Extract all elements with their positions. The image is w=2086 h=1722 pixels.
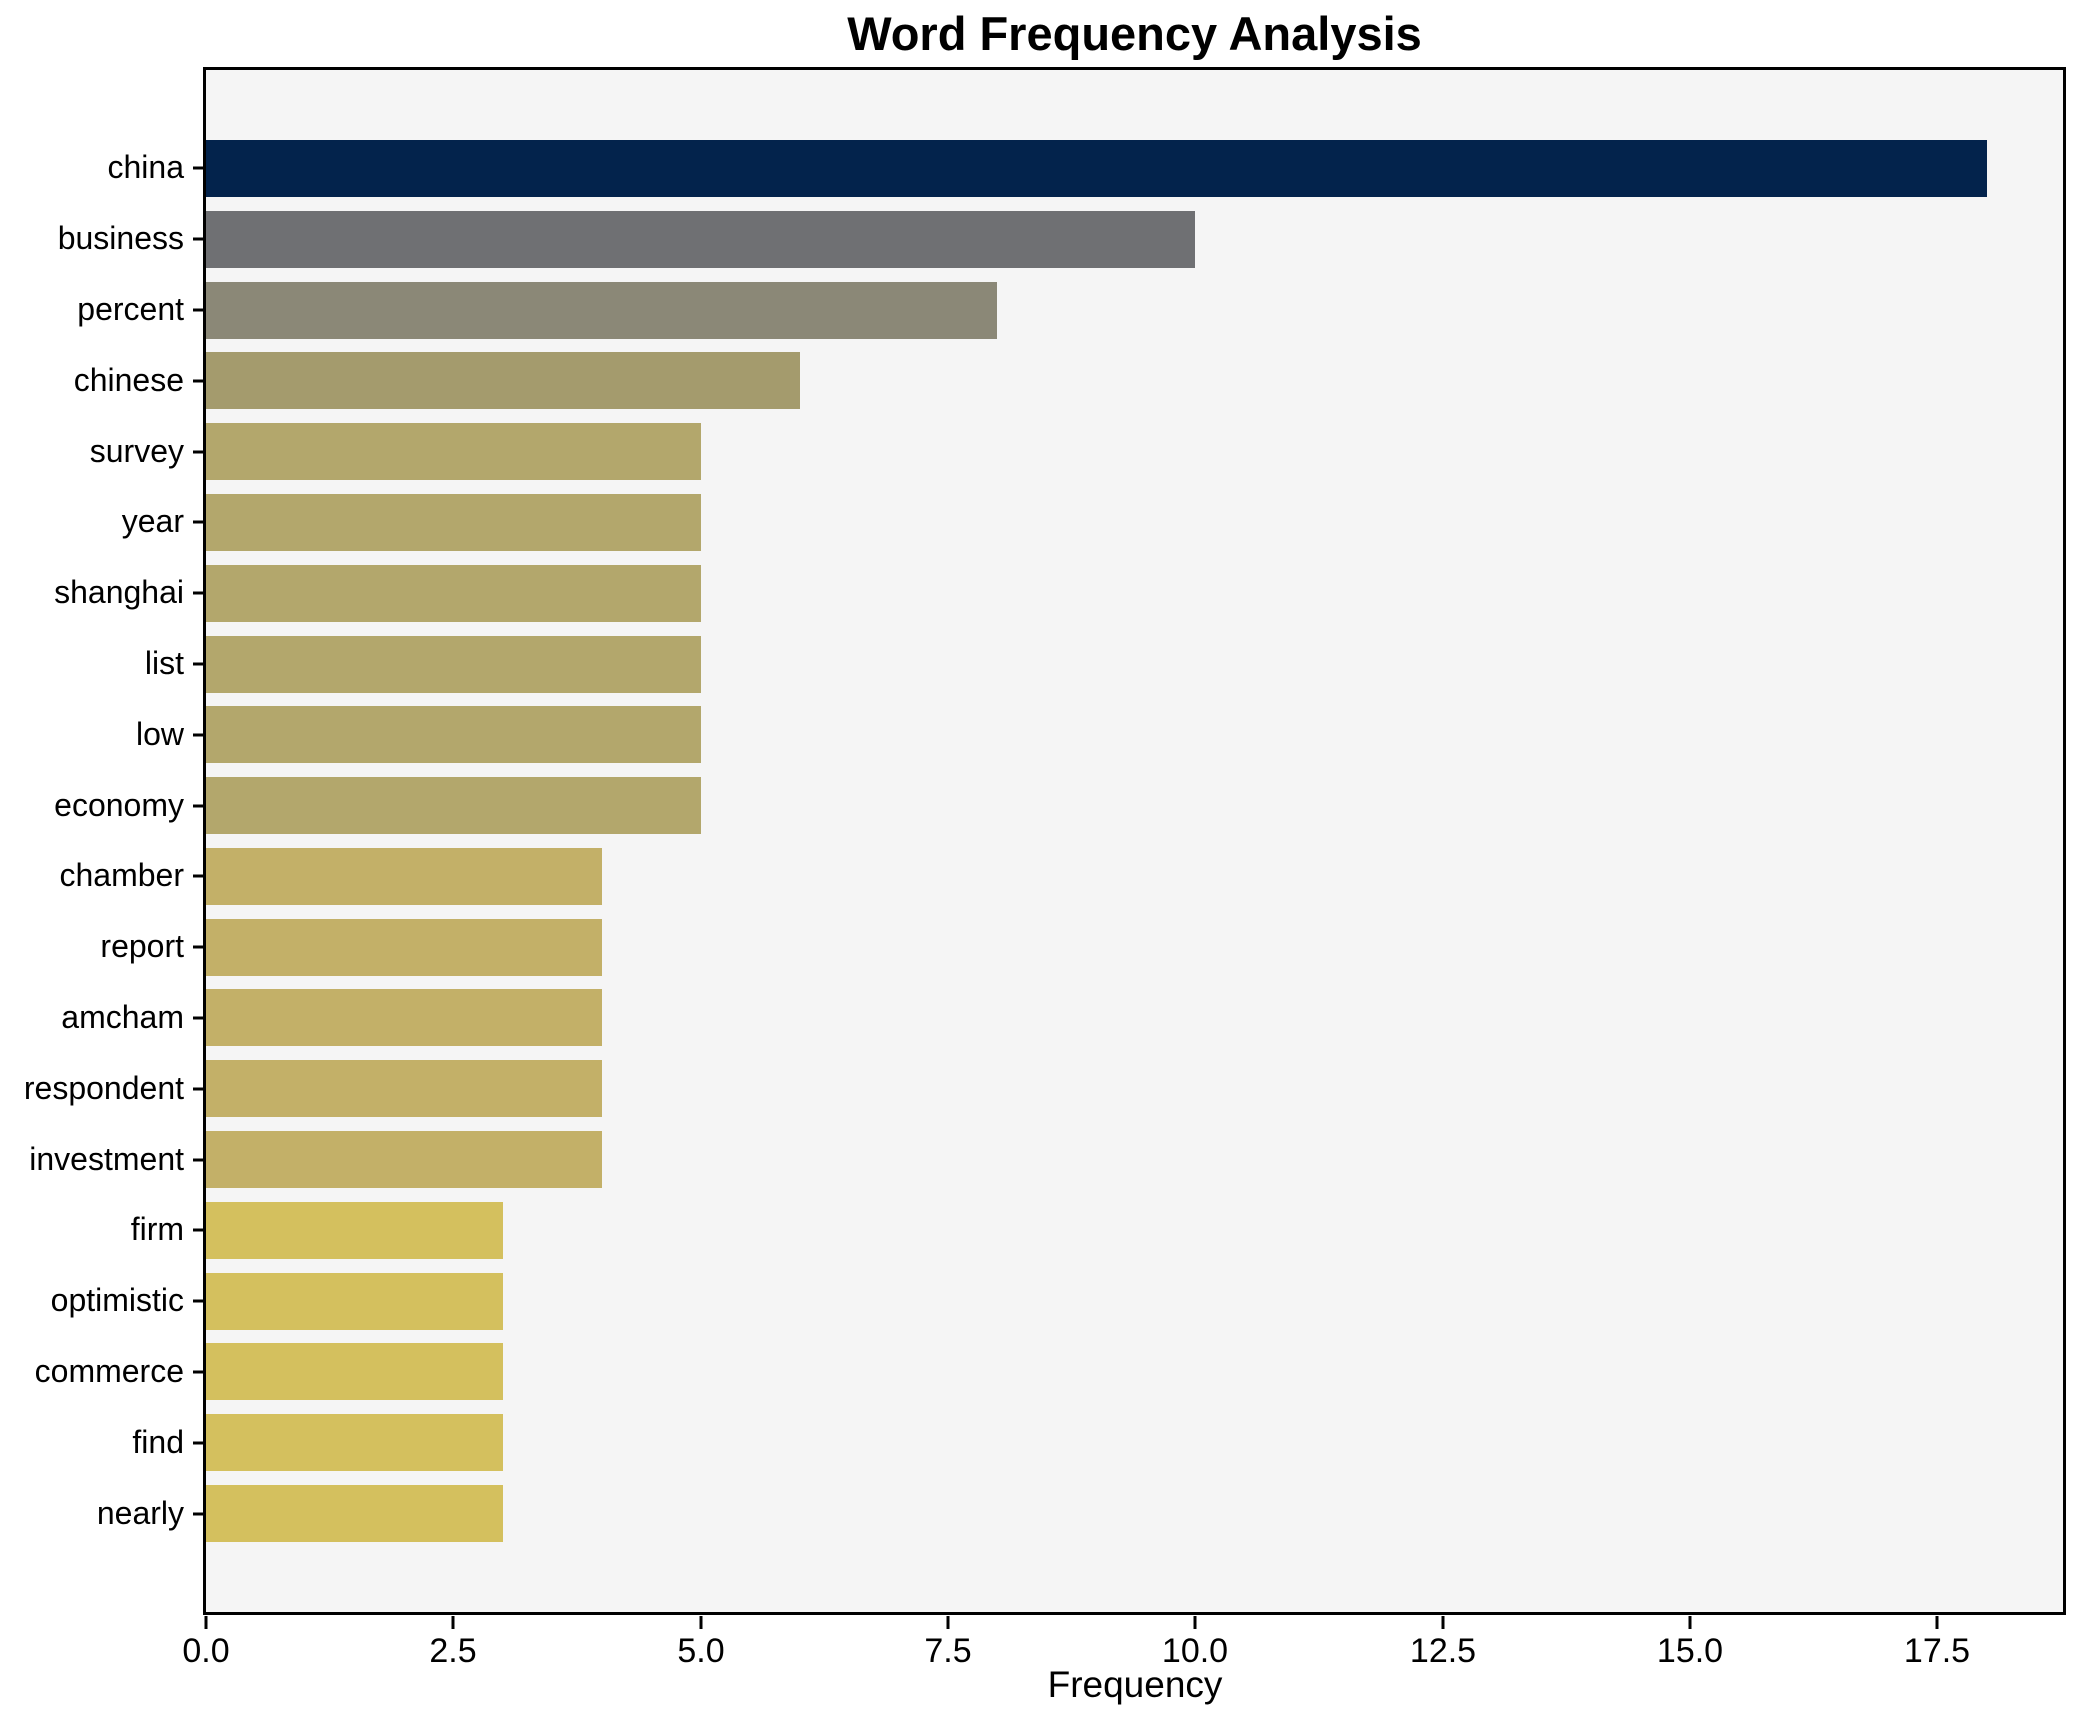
y-tick-mark — [193, 1087, 206, 1091]
x-tick-label: 5.0 — [677, 1632, 725, 1670]
x-tick-label: 12.5 — [1409, 1632, 1477, 1670]
y-tick-mark — [193, 1016, 206, 1020]
y-tick-label: year — [121, 502, 184, 539]
y-tick-mark — [193, 662, 206, 666]
bar-shanghai — [206, 565, 701, 622]
bar-percent — [206, 282, 997, 339]
y-tick-label: list — [144, 644, 184, 681]
y-tick-label: respondent — [23, 1069, 184, 1106]
y-tick-label: china — [107, 148, 185, 185]
y-tick-label: firm — [130, 1210, 184, 1247]
bar-firm — [206, 1202, 503, 1259]
bar-investment — [206, 1131, 602, 1188]
x-tick-label: 15.0 — [1656, 1632, 1724, 1670]
y-tick-label: chamber — [59, 856, 185, 893]
y-tick-mark — [193, 520, 206, 524]
y-tick-label: percent — [77, 290, 184, 327]
y-tick-label: nearly — [96, 1494, 184, 1531]
bar-economy — [206, 777, 701, 834]
y-tick-label: chinese — [73, 361, 184, 398]
x-tick-mark — [946, 1616, 950, 1629]
bar-year — [206, 494, 701, 551]
bar-find — [206, 1414, 503, 1471]
y-tick-mark — [193, 945, 206, 949]
y-tick-mark — [193, 1441, 206, 1445]
x-tick-label: 2.5 — [429, 1632, 477, 1670]
plot-area — [203, 67, 2066, 1615]
y-tick-mark — [193, 1299, 206, 1303]
x-tick-mark — [451, 1616, 455, 1629]
y-tick-mark — [193, 237, 206, 241]
x-tick-label: 0.0 — [182, 1632, 230, 1670]
bar-report — [206, 919, 602, 976]
y-tick-mark — [193, 1512, 206, 1516]
x-tick-label: 17.5 — [1903, 1632, 1971, 1670]
y-tick-mark — [193, 733, 206, 737]
y-tick-label: investment — [29, 1140, 184, 1177]
bar-low — [206, 706, 701, 763]
y-tick-mark — [193, 591, 206, 595]
x-tick-mark — [204, 1616, 208, 1629]
bar-respondent — [206, 1060, 602, 1117]
x-axis-label: Frequency — [1047, 1664, 1223, 1705]
y-tick-mark — [193, 1228, 206, 1232]
bar-optimistic — [206, 1273, 503, 1330]
bar-nearly — [206, 1485, 503, 1542]
bar-commerce — [206, 1343, 503, 1400]
y-tick-label: low — [135, 715, 184, 752]
x-tick-label: 10.0 — [1161, 1632, 1229, 1670]
y-tick-mark — [193, 874, 206, 878]
y-tick-mark — [193, 1370, 206, 1374]
bar-chamber — [206, 848, 602, 905]
y-tick-label: optimistic — [50, 1281, 184, 1318]
x-tick-mark — [1441, 1616, 1445, 1629]
y-tick-mark — [193, 804, 206, 808]
y-tick-label: report — [100, 927, 184, 964]
y-tick-mark — [193, 1158, 206, 1162]
chart-title: Word Frequency Analysis — [847, 7, 1422, 60]
y-tick-label: survey — [89, 432, 184, 469]
x-tick-mark — [1935, 1616, 1939, 1629]
y-tick-label: shanghai — [54, 573, 184, 610]
x-tick-label: 7.5 — [924, 1632, 972, 1670]
y-tick-label: find — [132, 1423, 184, 1460]
bar-business — [206, 211, 1195, 268]
y-tick-label: economy — [54, 786, 184, 823]
bar-amcham — [206, 989, 602, 1046]
bar-survey — [206, 423, 701, 480]
x-tick-mark — [1193, 1616, 1197, 1629]
y-tick-label: business — [57, 219, 184, 256]
bar-chinese — [206, 352, 800, 409]
y-tick-label: amcham — [61, 998, 184, 1035]
y-tick-mark — [193, 379, 206, 383]
y-tick-label: commerce — [34, 1352, 184, 1389]
y-tick-mark — [193, 450, 206, 454]
y-tick-mark — [193, 308, 206, 312]
bar-list — [206, 636, 701, 693]
bar-china — [206, 140, 1987, 197]
y-tick-mark — [193, 166, 206, 170]
x-tick-mark — [1688, 1616, 1692, 1629]
x-tick-mark — [699, 1616, 703, 1629]
